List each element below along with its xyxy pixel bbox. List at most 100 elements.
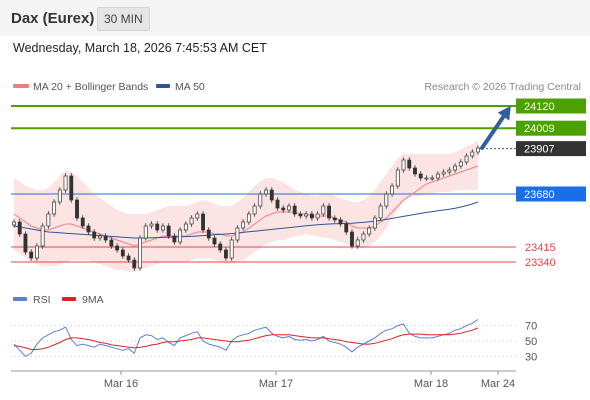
timestamp: Wednesday, March 18, 2026 7:45:53 AM CET — [13, 41, 267, 55]
candle-body — [367, 227, 372, 235]
candle-body — [390, 185, 394, 195]
candle-body — [241, 221, 246, 229]
candle-body — [120, 249, 125, 257]
rsi-tick-50: 50 — [525, 336, 537, 348]
candle-body — [309, 213, 314, 219]
candle-body — [34, 245, 39, 259]
candle-body — [292, 205, 297, 215]
candle-body — [264, 189, 268, 195]
candle-body — [109, 239, 114, 247]
candle-body — [424, 177, 429, 180]
candle-body — [98, 235, 102, 239]
rsi-tick-70: 70 — [525, 321, 537, 333]
forecast-arrow-head — [497, 105, 511, 121]
candle-body — [470, 151, 475, 157]
candle-body — [126, 255, 131, 261]
candle-body — [63, 175, 68, 191]
candle-body — [372, 217, 377, 229]
candle-body — [57, 189, 62, 203]
timeframe-button[interactable]: 30 MIN — [97, 7, 150, 31]
ma50-line — [13, 201, 479, 239]
candle-body — [401, 159, 406, 171]
legend-rsi-label: RSI — [33, 294, 51, 306]
candle-body — [229, 239, 234, 259]
candle-body — [344, 223, 349, 233]
level-box-23907 — [516, 141, 586, 157]
candle-body — [418, 173, 423, 179]
candle-body — [212, 237, 217, 245]
legend-bollinger-swatch — [13, 84, 29, 88]
x-tick-label: Mar 18 — [414, 378, 448, 390]
candle-body — [332, 217, 337, 221]
legend-bollinger-label: MA 20 + Bollinger Bands — [33, 81, 148, 93]
level-box-24009 — [516, 120, 586, 136]
candle-body — [355, 239, 360, 247]
candle-body — [12, 221, 16, 226]
candle-body — [201, 213, 205, 231]
level-label-23907: 23907 — [524, 144, 555, 156]
candle-body — [338, 219, 343, 225]
credit-text: Research © 2026 Trading Central — [424, 81, 581, 93]
candle-body — [361, 233, 366, 241]
level-label-23415: 23415 — [525, 242, 556, 254]
candle-body — [235, 227, 240, 241]
candle-body — [413, 167, 417, 175]
candle-body — [86, 225, 91, 233]
candle-body — [206, 229, 211, 239]
candle-body — [166, 225, 171, 237]
candle-body — [46, 213, 51, 227]
level-label-24120: 24120 — [524, 101, 555, 113]
candle-body — [172, 235, 177, 243]
rsi-9ma-line — [13, 327, 479, 350]
candle-body — [138, 237, 142, 269]
level-box-23680 — [516, 186, 586, 202]
legend-9ma-label: 9MA — [82, 294, 104, 306]
candle-body — [224, 249, 228, 259]
ma20-line — [13, 165, 479, 247]
candle-body — [183, 223, 188, 231]
candle-body — [252, 205, 257, 215]
candle-body — [441, 171, 446, 175]
level-label-24009: 24009 — [524, 123, 555, 135]
candle-body — [132, 259, 137, 269]
candle-body — [92, 231, 97, 239]
legend: MA 20 + Bollinger Bands MA 50 Research ©… — [13, 81, 581, 93]
candle-body — [75, 199, 79, 219]
x-tick-label: Mar 16 — [104, 378, 138, 390]
candle-body — [315, 213, 320, 219]
candle-body — [29, 251, 34, 259]
candle-body — [17, 221, 22, 235]
level-label-23680: 23680 — [524, 189, 555, 201]
candle-body — [218, 243, 223, 251]
legend-ma50-label: MA 50 — [175, 81, 205, 93]
candle-body — [350, 231, 354, 247]
candle-body — [327, 205, 331, 219]
rsi-legend: RSI 9MA — [13, 294, 104, 306]
candle-body — [155, 223, 160, 231]
candle-body — [435, 173, 440, 179]
candle-body — [143, 225, 148, 239]
candle-body — [52, 201, 57, 215]
candle-body — [69, 175, 74, 201]
rsi-tick-30: 30 — [525, 351, 537, 363]
candle-body — [195, 213, 200, 219]
candle-body — [275, 199, 280, 209]
candle-body — [246, 213, 251, 223]
x-tick-label: Mar 17 — [259, 378, 293, 390]
candle-body — [304, 213, 309, 217]
candle-body — [161, 225, 165, 231]
candle-body — [258, 193, 263, 207]
candle-body — [281, 207, 286, 211]
candle-body — [395, 169, 400, 187]
candle-body — [103, 235, 108, 241]
candle-body — [115, 245, 120, 251]
candle-body — [298, 213, 303, 217]
instrument-title: Dax (Eurex) — [11, 10, 95, 27]
candle-body — [464, 155, 469, 163]
legend-9ma-swatch — [62, 297, 76, 301]
level-box-24120 — [516, 98, 586, 114]
candle-body — [149, 223, 154, 227]
legend-rsi-swatch — [13, 297, 27, 301]
candle-body — [189, 217, 194, 225]
